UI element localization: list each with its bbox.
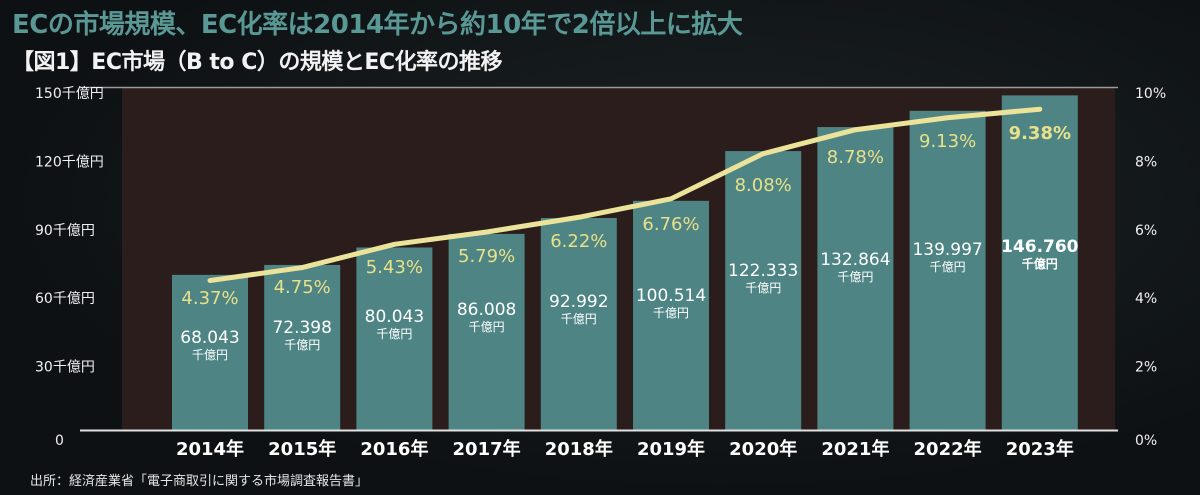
- rate-label: 9.13%: [919, 131, 976, 152]
- bar: [540, 217, 617, 430]
- left-tick-label: 0: [55, 433, 64, 449]
- bar: [909, 110, 986, 431]
- bar-unit-label: 千億円: [561, 312, 597, 326]
- rate-label: 4.75%: [274, 277, 331, 298]
- rate-label: 6.76%: [642, 214, 699, 235]
- x-tick-label: 2017年: [453, 438, 521, 460]
- bar-value-label: 80.043: [365, 307, 424, 327]
- right-tick-label: 0%: [1135, 433, 1157, 449]
- bar-value-label: 139.997: [912, 240, 982, 260]
- bar-value-label: 86.008: [457, 300, 516, 320]
- bar: [448, 233, 525, 430]
- rate-label: 5.43%: [366, 257, 423, 278]
- left-tick-label: 120千億円: [35, 154, 104, 170]
- bar-unit-label: 千億円: [192, 348, 228, 362]
- figure-title: 【図1】EC市場（B to C）の規模とEC化率の推移: [12, 50, 503, 75]
- bar-unit-label: 千億円: [745, 281, 781, 295]
- rate-label: 5.79%: [458, 246, 515, 267]
- bar-unit-label: 千億円: [1022, 256, 1058, 271]
- bar-value-label: 146.760: [1001, 237, 1079, 257]
- x-tick-label: 2014年: [176, 438, 244, 460]
- bar: [172, 274, 248, 430]
- bar-unit-label: 千億円: [284, 338, 320, 352]
- x-tick-label: 2019年: [637, 438, 705, 460]
- right-tick-label: 6%: [1135, 223, 1157, 239]
- x-tick-label: 2015年: [268, 438, 336, 460]
- bar-value-label: 132.864: [820, 250, 890, 270]
- rate-label: 6.22%: [550, 231, 607, 252]
- bar-value-label: 68.043: [180, 328, 239, 348]
- x-tick-label: 2018年: [545, 438, 613, 460]
- x-tick-label: 2022年: [914, 438, 982, 460]
- right-tick-label: 8%: [1135, 154, 1157, 170]
- right-tick-label: 2%: [1135, 360, 1157, 376]
- bar: [1001, 95, 1078, 430]
- bar-unit-label: 千億円: [376, 327, 412, 341]
- x-tick-label: 2016年: [360, 438, 428, 460]
- bar: [817, 127, 894, 431]
- x-tick-label: 2020年: [729, 438, 797, 460]
- bar-value-label: 122.333: [728, 261, 798, 281]
- left-tick-label: 150千億円: [35, 86, 104, 102]
- source-note: 出所：経済産業省「電子商取引に関する市場調査報告書」: [30, 474, 369, 489]
- x-tick-label: 2021年: [821, 438, 889, 460]
- bar: [356, 247, 433, 430]
- bar-value-label: 72.398: [272, 318, 331, 338]
- left-tick-label: 90千億円: [35, 223, 95, 239]
- bar: [633, 200, 709, 430]
- left-tick-label: 30千億円: [35, 360, 95, 376]
- bar-unit-label: 千億円: [837, 270, 873, 284]
- bar-value-label: 100.514: [636, 286, 706, 306]
- left-tick-label: 60千億円: [35, 291, 95, 307]
- bar-value-label: 92.992: [549, 292, 608, 312]
- right-tick-label: 4%: [1135, 291, 1157, 307]
- rate-label: 9.38%: [1009, 123, 1071, 144]
- x-tick-label: 2023年: [1006, 438, 1074, 460]
- ec-rate-line: [207, 106, 1043, 284]
- rate-label: 4.37%: [181, 288, 238, 309]
- bar-unit-label: 千億円: [653, 306, 689, 320]
- right-tick-label: 10%: [1135, 86, 1166, 102]
- rate-label: 8.78%: [827, 147, 884, 168]
- bar-unit-label: 千億円: [930, 260, 966, 274]
- rate-label: 8.08%: [735, 175, 792, 196]
- headline: ECの市場規模、EC化率は2014年から約10年で2倍以上に拡大: [12, 10, 743, 40]
- bar-unit-label: 千億円: [469, 320, 505, 334]
- bar: [264, 264, 341, 430]
- bar: [725, 151, 802, 431]
